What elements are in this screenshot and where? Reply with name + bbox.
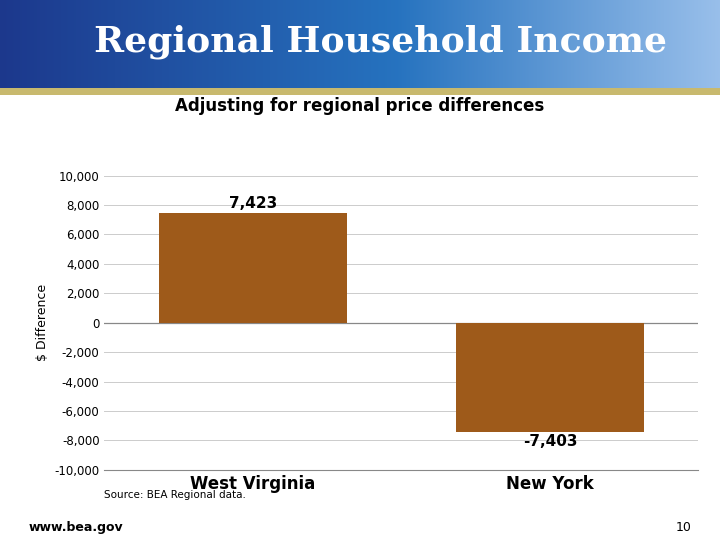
Y-axis label: $ Difference: $ Difference	[36, 284, 49, 361]
Text: Regional Household Income: Regional Household Income	[94, 24, 667, 59]
Text: Adjusting for regional price differences: Adjusting for regional price differences	[176, 97, 544, 115]
Text: -7,403: -7,403	[523, 434, 577, 449]
Bar	[159, 213, 347, 323]
Text: 10: 10	[675, 521, 691, 534]
Bar	[0, 88, 720, 94]
Bar	[456, 323, 644, 431]
Text: www.bea.gov: www.bea.gov	[29, 521, 123, 534]
Text: 7,423: 7,423	[229, 196, 277, 211]
Text: Source: BEA Regional data.: Source: BEA Regional data.	[104, 489, 246, 500]
